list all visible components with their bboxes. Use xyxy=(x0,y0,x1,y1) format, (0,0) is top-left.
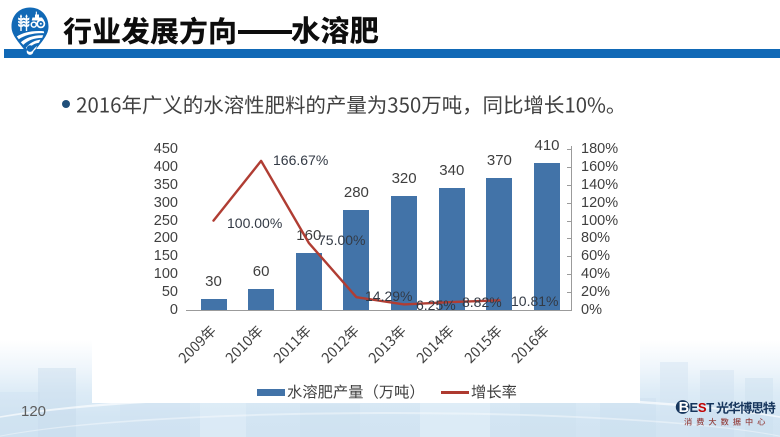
svg-text:B: B xyxy=(679,400,689,416)
